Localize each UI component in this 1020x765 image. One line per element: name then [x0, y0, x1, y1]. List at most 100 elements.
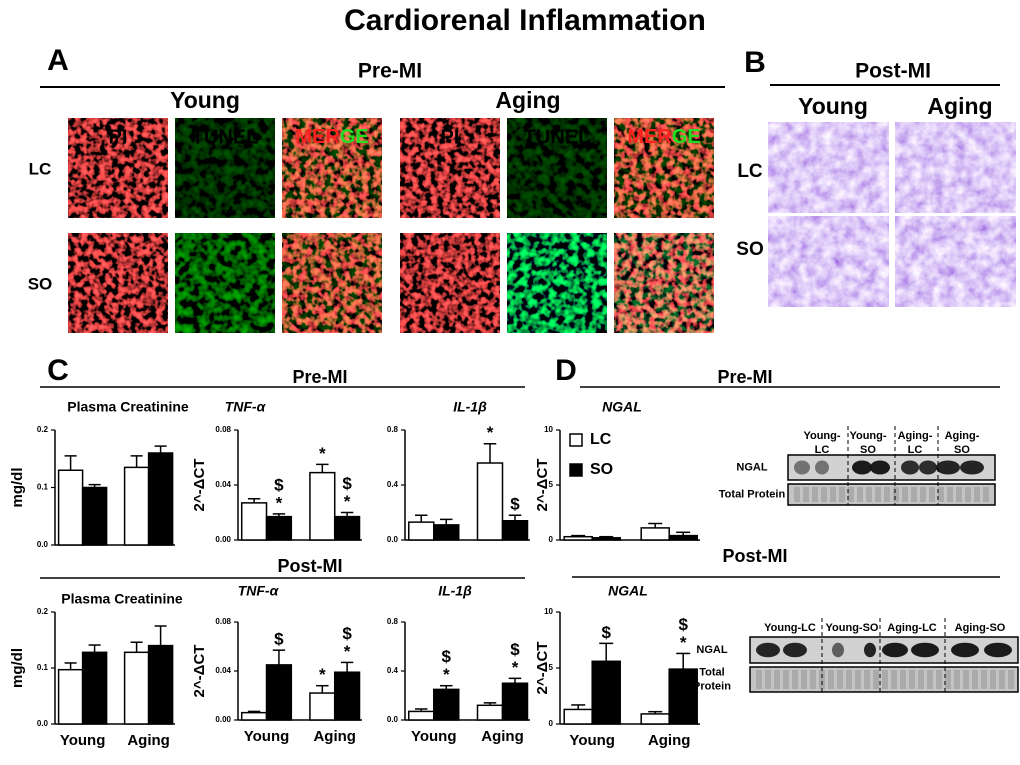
significance-mark: *	[680, 633, 687, 652]
y-axis-label: 2^-ΔCT	[191, 645, 208, 698]
blot-band	[870, 460, 890, 475]
blot-lane	[963, 670, 969, 689]
y-tick-label: 0.04	[215, 480, 231, 489]
y-tick-label: 0.1	[37, 483, 49, 492]
blot-lane	[794, 487, 800, 502]
blot-lane	[956, 487, 962, 502]
bar	[433, 524, 460, 541]
y-tick-label: 0.4	[387, 666, 399, 675]
significance-mark: *	[487, 423, 494, 442]
blot-lane	[828, 670, 834, 689]
blot-lane	[866, 487, 872, 502]
blot-row-label: Protein	[693, 680, 731, 692]
channel-label: PI	[441, 126, 460, 148]
bar	[309, 692, 336, 721]
y-tick-label: 5	[549, 663, 554, 672]
blot-lane	[873, 670, 879, 689]
blot-lane	[954, 670, 960, 689]
blot-band	[783, 642, 807, 658]
blot-band	[864, 642, 876, 658]
y-tick-label: 5	[549, 480, 554, 489]
y-tick-label: 0.00	[215, 535, 231, 544]
blot-band	[882, 642, 908, 658]
bar	[433, 688, 460, 721]
blot-lane	[909, 670, 915, 689]
lane-label: Aging-LC	[887, 622, 937, 634]
y-axis-label: mg/dl	[9, 648, 26, 688]
blot-band	[832, 642, 844, 658]
y-tick-label: 0.2	[37, 425, 49, 434]
significance-mark: $	[342, 624, 352, 643]
legend-swatch	[569, 463, 583, 477]
lane-label: Young-	[849, 430, 886, 442]
significance-mark: $	[342, 474, 352, 493]
channel-label-part: GE	[672, 126, 701, 148]
y-tick-label: 0.08	[215, 617, 231, 626]
bar	[476, 462, 504, 541]
y-axis-label: 2^-ΔCT	[534, 459, 551, 512]
blot-lane	[990, 670, 996, 689]
blot-lane	[947, 487, 953, 502]
micrograph	[175, 118, 275, 218]
bar	[668, 534, 698, 541]
group-label: Young	[798, 93, 868, 119]
blot-lane	[857, 487, 863, 502]
blot-band	[919, 460, 937, 475]
blot-lane	[765, 670, 771, 689]
y-tick-label: 10	[544, 425, 553, 434]
channel-label: PI	[109, 126, 128, 148]
bar	[563, 708, 593, 725]
chart-title: IL-1β	[453, 399, 487, 415]
significance-mark: $	[274, 630, 284, 649]
chart-title: Plasma Creatinine	[61, 591, 183, 607]
bar	[476, 704, 504, 721]
blot-lane	[999, 670, 1005, 689]
blot-lane	[774, 670, 780, 689]
significance-mark: $	[510, 495, 520, 514]
blot-lane	[983, 487, 989, 502]
blot-lane	[792, 670, 798, 689]
blot-band	[960, 460, 984, 475]
y-tick-label: 0.04	[215, 666, 231, 675]
histology	[768, 216, 889, 307]
significance-mark: *	[512, 658, 519, 677]
micrograph	[614, 118, 714, 218]
blot-lane	[945, 670, 951, 689]
phase-label: Pre-MI	[292, 367, 347, 387]
blot-lane	[974, 487, 980, 502]
chart-title: NGAL	[608, 583, 648, 599]
blot-band	[951, 642, 979, 658]
bar	[408, 710, 435, 721]
blot-band	[815, 460, 829, 475]
blot-lane	[819, 670, 825, 689]
bar	[123, 651, 150, 725]
blot-lane	[882, 670, 888, 689]
bar	[57, 668, 84, 725]
y-tick-label: 0.0	[387, 535, 399, 544]
lane-label: SO	[954, 444, 970, 456]
blot-lane	[783, 670, 789, 689]
blot-lane	[972, 670, 978, 689]
channel-label: MERGE	[295, 126, 368, 148]
blot-lane	[830, 487, 836, 502]
significance-mark: *	[319, 444, 326, 463]
blot-lane	[965, 487, 971, 502]
y-tick-label: 0.2	[37, 607, 49, 616]
chart-title: Plasma Creatinine	[67, 399, 189, 415]
phase-label: Post-MI	[723, 546, 788, 566]
bar	[147, 452, 174, 546]
y-tick-label: 0.0	[37, 719, 49, 728]
blot-lane	[893, 487, 899, 502]
significance-mark: *	[344, 642, 351, 661]
channel-label: TUNEL	[192, 126, 259, 148]
panel-letter: D	[555, 354, 577, 387]
channel-label-part: GE	[340, 126, 369, 148]
lane-label: Young-	[803, 430, 840, 442]
y-tick-label: 0.08	[215, 425, 231, 434]
blot-row-label: Total Protein	[719, 488, 786, 500]
panel-letter: A	[47, 44, 69, 77]
bar	[81, 486, 108, 546]
x-tick-label: Aging	[648, 732, 691, 749]
blot-lane	[936, 670, 942, 689]
blot-lane	[900, 670, 906, 689]
